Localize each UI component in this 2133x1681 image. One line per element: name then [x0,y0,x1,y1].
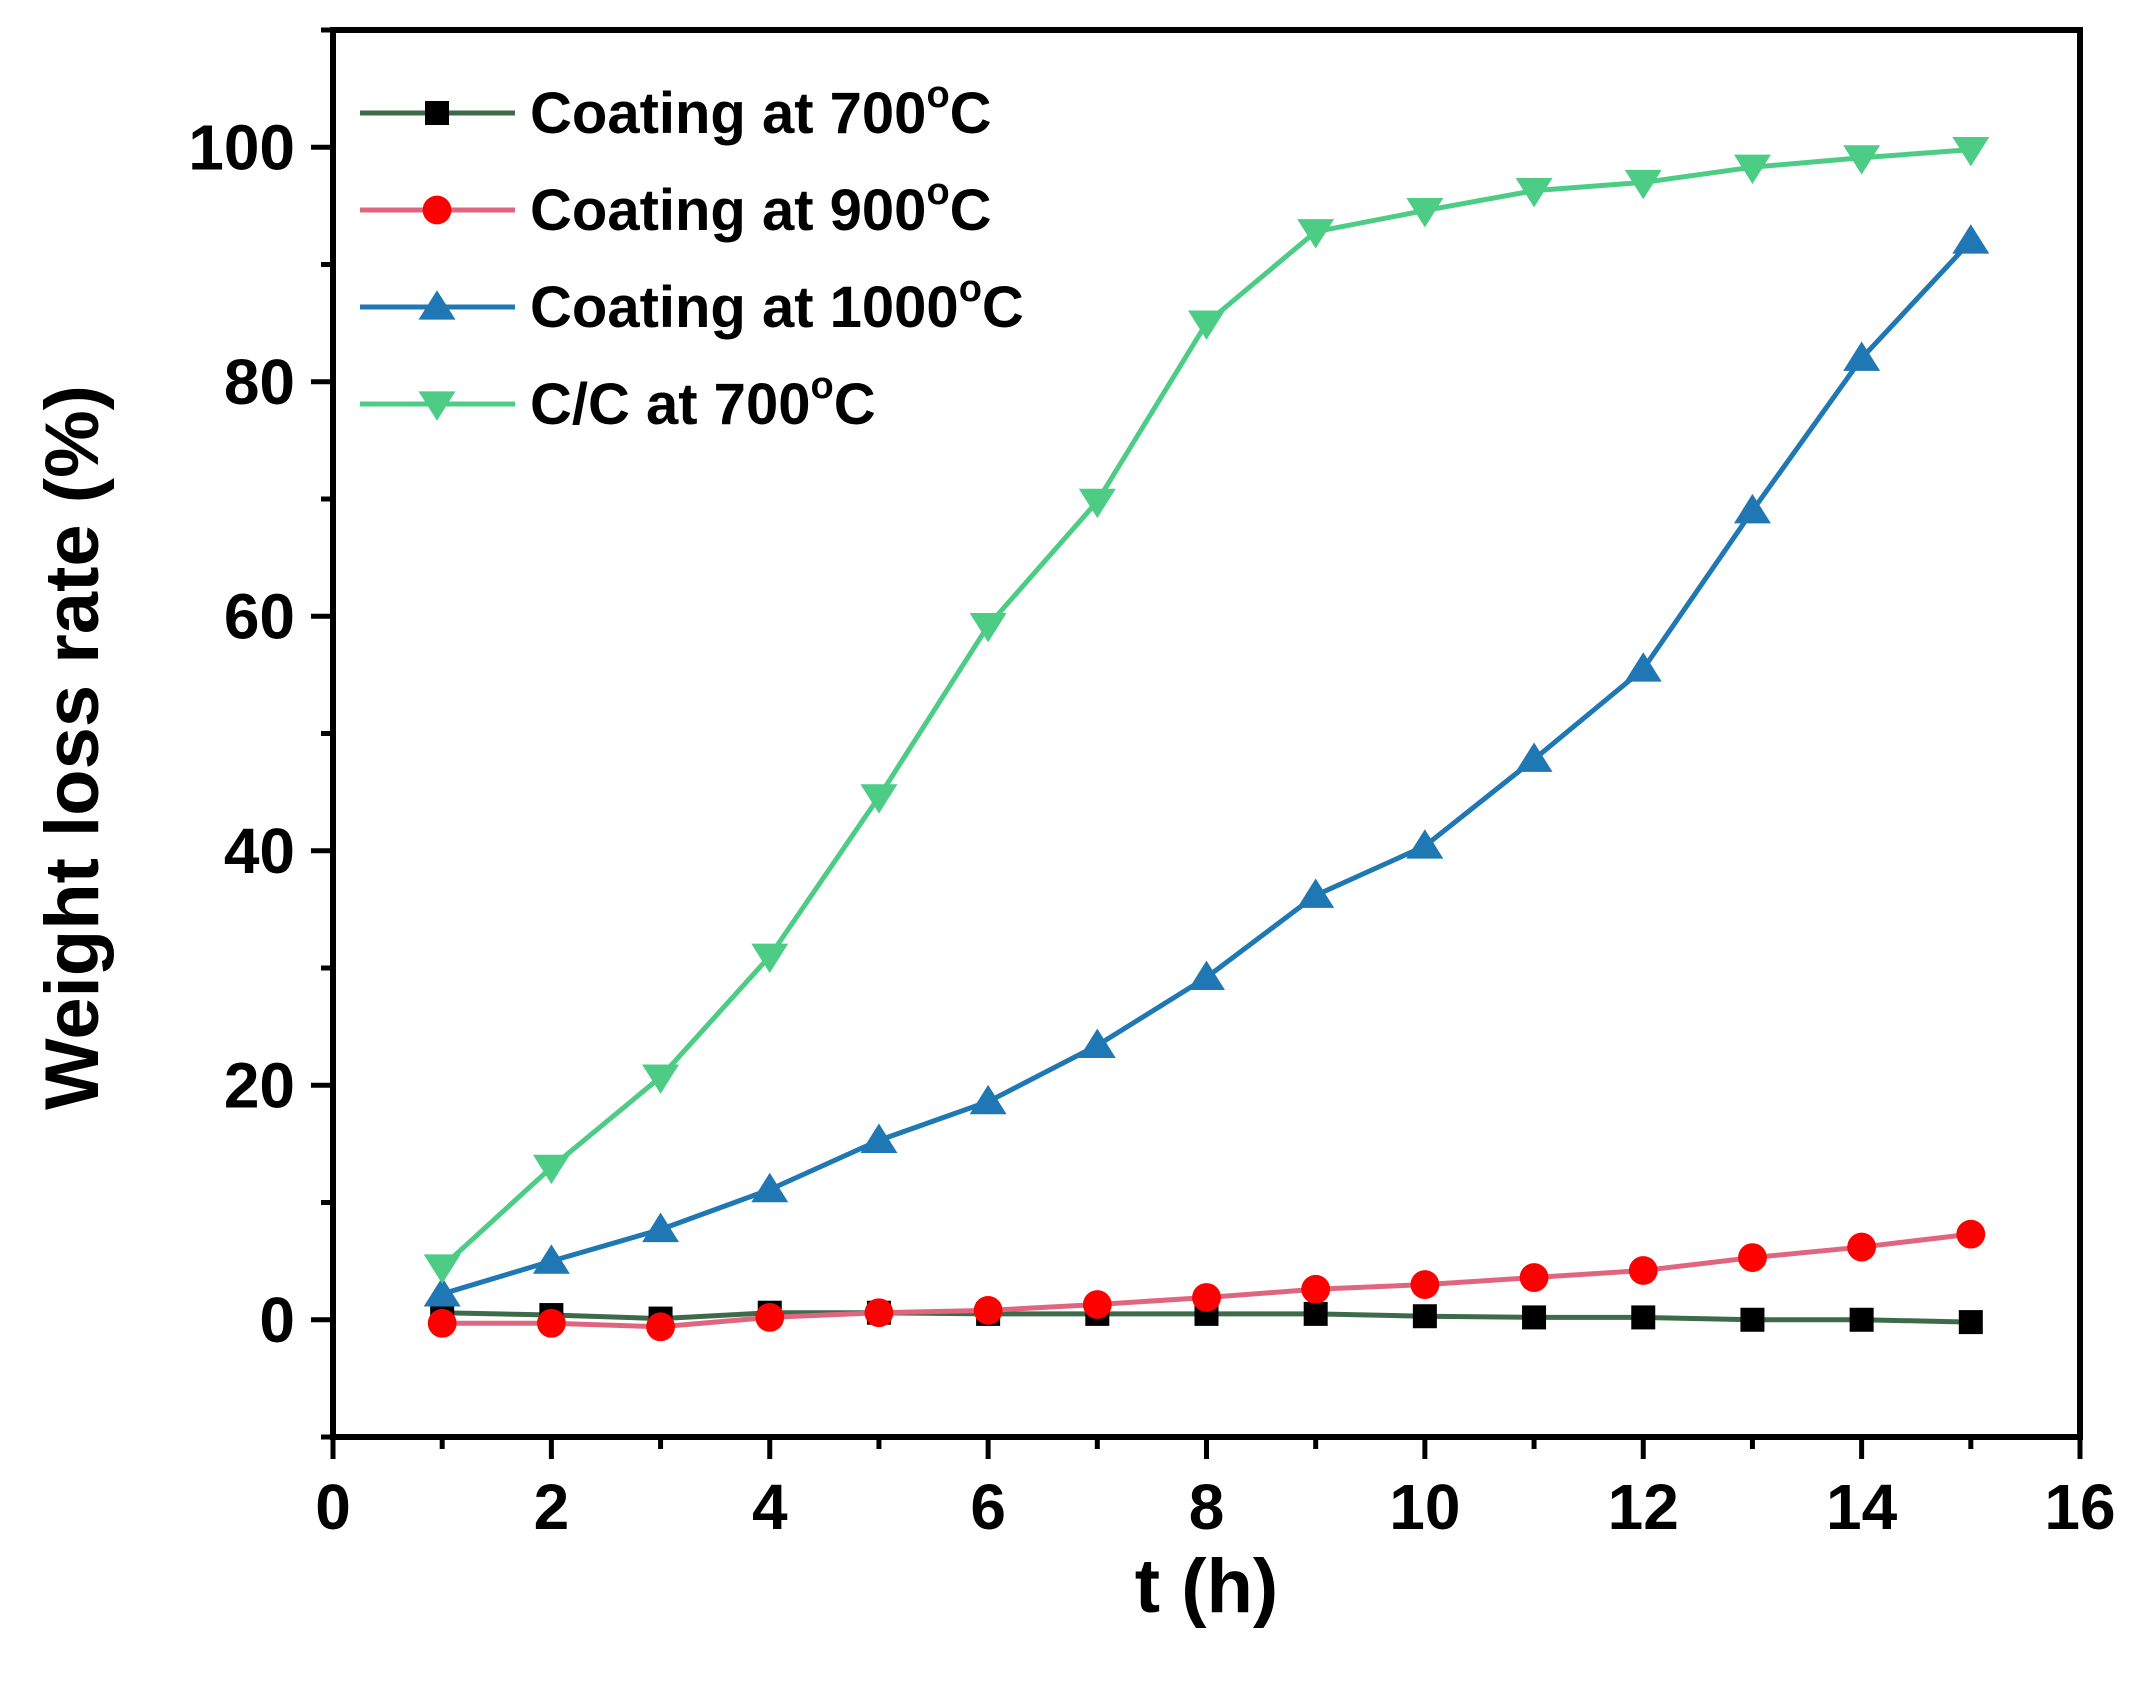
legend-marker [422,195,452,225]
legend-item-3: Coating at 1000oC [360,268,1024,340]
data-point-series-3 [751,1172,789,1203]
data-point-series-3 [1843,341,1881,371]
data-point-series-2 [646,1312,675,1342]
legend-label: C/C at 700oC [530,365,876,437]
x-axis-title: t (h) [1135,1544,1278,1629]
data-point-series-4 [532,1154,570,1185]
y-tick-label: 20 [224,1049,295,1121]
data-point-series-3 [1406,829,1444,859]
data-point-series-1 [1849,1307,1874,1332]
data-point-series-2 [1301,1274,1331,1304]
data-point-series-3 [1297,878,1335,908]
data-point-series-1 [1740,1307,1765,1332]
x-tick-label: 16 [2044,1471,2115,1543]
axis-tick-labels: 0 2 4 6 8 10 12 14 16 0 20 40 60 80 100 [188,111,2115,1543]
data-point-series-3 [532,1244,570,1274]
data-point-series-2 [1628,1256,1658,1285]
legend-item-2: Coating at 900oC [360,171,992,243]
data-point-series-2 [427,1308,457,1338]
data-point-series-4 [1406,197,1444,228]
data-point-series-1 [1303,1301,1328,1326]
legend-label: Coating at 900oC [530,171,992,243]
data-point-series-2 [536,1308,566,1338]
y-tick-label: 40 [224,815,295,887]
data-point-series-3 [1733,493,1771,524]
data-point-series-2 [1192,1283,1221,1312]
data-point-series-2 [1956,1219,1986,1249]
x-tick-label: 6 [970,1471,1006,1543]
data-point-series-4 [1733,154,1771,184]
x-tick-label: 12 [1608,1471,1679,1543]
data-point-series-4 [1515,178,1553,208]
data-point-series-4 [751,943,789,974]
data-point-series-4 [1188,310,1225,340]
data-point-series-3 [1952,224,1990,254]
data-point-series-2 [1410,1270,1440,1299]
data-point-series-4 [1843,145,1881,175]
data-point-series-2 [1738,1243,1767,1273]
series-markers [423,136,1990,1342]
y-axis-title: Weight loss rate (%) [30,385,115,1110]
data-point-series-1 [1631,1305,1656,1330]
data-point-series-3 [423,1277,461,1307]
x-tick-label: 10 [1389,1471,1460,1543]
x-tick-label: 4 [752,1471,788,1543]
x-tick-label: 0 [315,1471,351,1543]
data-point-series-2 [1082,1290,1112,1319]
data-point-series-3 [1624,652,1662,682]
data-point-series-4 [1078,488,1116,519]
data-point-series-3 [1515,742,1553,772]
data-point-series-1 [1522,1305,1547,1330]
legend-label: Coating at 700oC [530,74,992,146]
data-point-series-3 [642,1212,680,1243]
y-tick-label: 100 [188,111,295,183]
data-point-series-3 [1188,960,1225,990]
data-point-series-2 [973,1295,1003,1325]
x-tick-label: 2 [534,1471,570,1543]
legend-label: Coating at 1000oC [530,268,1024,340]
data-point-series-1 [1958,1310,1983,1335]
legend-marker [425,101,449,125]
data-point-series-4 [642,1064,680,1094]
data-point-series-4 [860,784,898,814]
legend: Coating at 700oC Coating at 900oC Coating … [360,74,1024,437]
data-point-series-4 [1952,136,1990,167]
data-point-series-2 [864,1298,894,1328]
data-point-series-4 [423,1254,461,1284]
y-tick-label: 80 [224,346,295,418]
data-point-series-3 [1078,1028,1116,1058]
data-point-series-3 [969,1084,1007,1115]
x-tick-label: 14 [1826,1471,1898,1543]
legend-item-4: C/C at 700oC [360,365,876,437]
data-point-series-2 [1847,1232,1877,1262]
data-point-series-2 [755,1303,785,1332]
data-point-series-2 [1519,1263,1549,1292]
data-point-series-4 [969,613,1007,643]
legend-marker [418,391,456,421]
y-tick-label: 0 [259,1284,295,1356]
data-point-series-3 [860,1123,898,1153]
legend-item-1: Coating at 700oC [360,74,992,146]
x-tick-label: 8 [1189,1471,1225,1543]
axis-ticks [311,27,2083,1459]
data-point-series-1 [1412,1304,1437,1329]
data-point-series-4 [1624,169,1662,200]
legend-marker [418,290,456,320]
y-tick-label: 60 [224,580,295,652]
data-point-series-4 [1297,219,1335,249]
